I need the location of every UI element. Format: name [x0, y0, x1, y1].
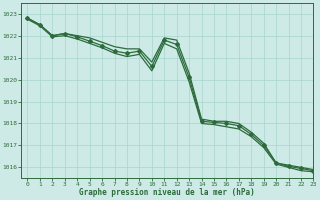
X-axis label: Graphe pression niveau de la mer (hPa): Graphe pression niveau de la mer (hPa): [79, 188, 255, 197]
